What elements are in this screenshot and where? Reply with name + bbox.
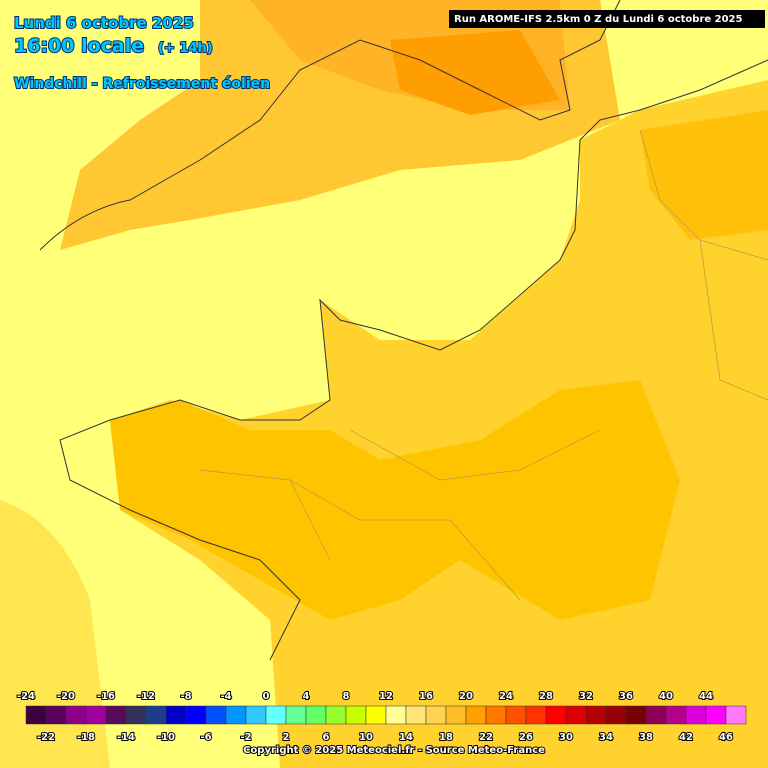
- legend-label: 30: [559, 732, 573, 743]
- legend-swatch: [425, 705, 447, 725]
- legend-label: 6: [323, 732, 330, 743]
- legend-swatch: [125, 705, 147, 725]
- legend-label: -16: [97, 691, 115, 702]
- legend-label: 0: [263, 691, 270, 702]
- legend-label: 2: [283, 732, 290, 743]
- legend-swatch: [445, 705, 467, 725]
- legend-swatch: [565, 705, 587, 725]
- legend-swatch: [685, 705, 707, 725]
- run-info: Run AROME-IFS 2.5km 0 Z du Lundi 6 octob…: [454, 14, 743, 25]
- legend-swatch: [105, 705, 127, 725]
- legend-label: 38: [639, 732, 653, 743]
- legend-label: 44: [699, 691, 713, 702]
- legend-label: 28: [539, 691, 553, 702]
- legend-label: -18: [77, 732, 95, 743]
- legend-swatch: [45, 705, 67, 725]
- legend-swatch: [505, 705, 527, 725]
- legend-swatch: [365, 705, 387, 725]
- legend-swatch: [345, 705, 367, 725]
- legend-swatch: [265, 705, 287, 725]
- england-hot: [390, 30, 560, 115]
- legend-label: 46: [719, 732, 733, 743]
- legend-swatch: [305, 705, 327, 725]
- legend-swatch: [205, 705, 227, 725]
- legend-label: 8: [343, 691, 350, 702]
- legend-swatch: [385, 705, 407, 725]
- legend-swatch: [285, 705, 307, 725]
- legend-label: -8: [180, 691, 191, 702]
- legend-label: 42: [679, 732, 693, 743]
- legend-label: -6: [200, 732, 211, 743]
- legend-swatch: [665, 705, 687, 725]
- france-warm: [110, 380, 680, 620]
- legend-label: 20: [459, 691, 473, 702]
- legend-label: -24: [17, 691, 35, 702]
- legend-label: 22: [479, 732, 493, 743]
- legend-label: 14: [399, 732, 413, 743]
- legend-label: 24: [499, 691, 513, 702]
- legend-swatch: [725, 705, 747, 725]
- legend-swatch: [485, 705, 507, 725]
- legend-swatch: [85, 705, 107, 725]
- legend-swatch: [525, 705, 547, 725]
- legend-swatch: [605, 705, 627, 725]
- legend-label: 36: [619, 691, 633, 702]
- date: Lundi 6 octobre 2025: [14, 14, 194, 32]
- copyright: Copyright © 2025 Meteociel.fr - Source M…: [243, 745, 545, 756]
- legend-swatch: [185, 705, 207, 725]
- coastline-france: [59, 59, 768, 661]
- legend-label: 26: [519, 732, 533, 743]
- legend-label: 12: [379, 691, 393, 702]
- legend-swatch: [145, 705, 167, 725]
- sea-warm: [0, 500, 110, 768]
- legend-label: 16: [419, 691, 433, 702]
- legend-swatch: [705, 705, 727, 725]
- legend-label: 34: [599, 732, 613, 743]
- parameter: Windchill - Refroissement éolien: [14, 76, 270, 92]
- borders: [199, 129, 768, 601]
- legend-label: 32: [579, 691, 593, 702]
- legend-label: -14: [117, 732, 135, 743]
- legend-label: -10: [157, 732, 175, 743]
- legend-swatch: [65, 705, 87, 725]
- legend-label: -12: [137, 691, 155, 702]
- legend-swatch: [325, 705, 347, 725]
- lead-time: (+ 14h): [158, 41, 213, 56]
- legend-label: -4: [220, 691, 231, 702]
- legend-label: 10: [359, 732, 373, 743]
- belgium-warm: [640, 110, 768, 240]
- legend: -24-22-20-18-16-14-12-10-8-6-4-202468101…: [16, 690, 747, 744]
- run-box: [449, 10, 765, 28]
- legend-swatch: [465, 705, 487, 725]
- legend-label: 40: [659, 691, 673, 702]
- legend-label: -2: [240, 732, 251, 743]
- legend-label: 4: [303, 691, 310, 702]
- legend-swatch: [225, 705, 247, 725]
- legend-swatch: [165, 705, 187, 725]
- legend-swatch: [585, 705, 607, 725]
- legend-swatch: [245, 705, 267, 725]
- legend-swatch: [405, 705, 427, 725]
- legend-swatch: [645, 705, 667, 725]
- legend-swatch: [25, 705, 47, 725]
- legend-label: -20: [57, 691, 75, 702]
- legend-swatch: [545, 705, 567, 725]
- legend-swatch: [625, 705, 647, 725]
- legend-label: 18: [439, 732, 453, 743]
- time: 16:00 locale: [14, 35, 144, 57]
- legend-label: -22: [37, 732, 55, 743]
- coastline-england: [39, 0, 621, 251]
